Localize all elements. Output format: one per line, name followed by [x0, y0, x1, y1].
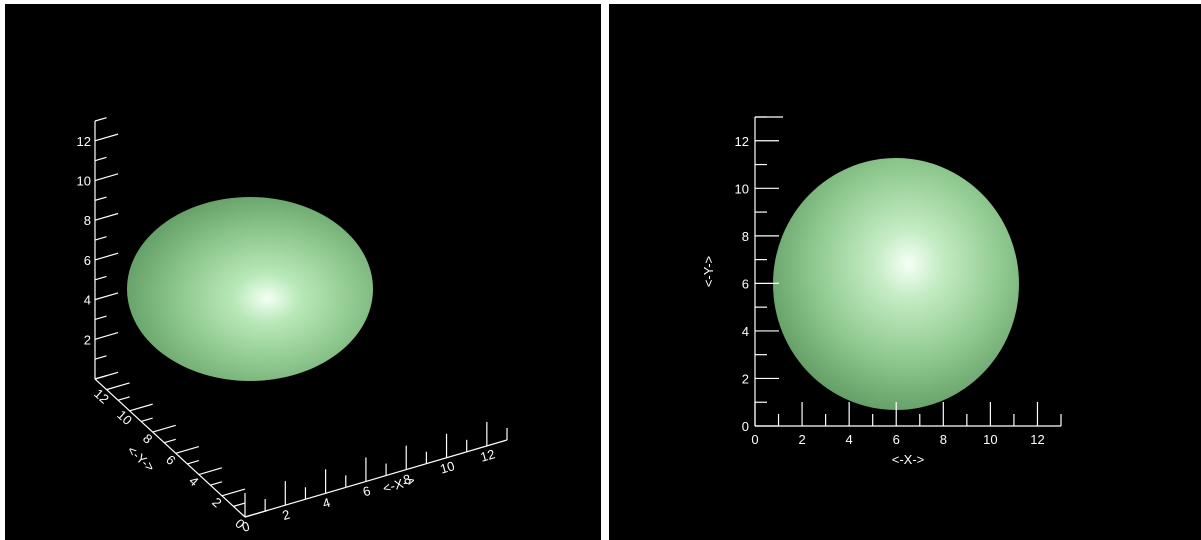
- y-tick-label: 8: [742, 229, 749, 244]
- y-major-tick: [106, 382, 130, 391]
- y-tick-label: 4: [186, 473, 201, 489]
- z-minor-tick: [94, 275, 107, 281]
- y-major-tick: [221, 488, 246, 497]
- z-minor-tick: [94, 117, 107, 122]
- y-tick-label: 2: [742, 371, 749, 386]
- y-minor-tick: [164, 438, 176, 444]
- x-tick-label: 2: [798, 432, 805, 447]
- x-tick-label: 12: [479, 446, 497, 464]
- z-tick-label: 10: [77, 174, 91, 189]
- y-minor-tick: [210, 481, 223, 486]
- top-view-axes: [754, 116, 1062, 427]
- y-minor-tick: [187, 459, 199, 465]
- y-tick-label: 6: [742, 276, 749, 291]
- perspective-view-panel: 2 4 6 8 10 12 0 2 4 6 8 10 12 <-Y-> 0 2 4 6 8 10 12 <-X->: [5, 4, 601, 540]
- z-minor-tick: [94, 355, 107, 360]
- y-tick-label: 10: [735, 181, 749, 196]
- z-major-tick: [94, 292, 119, 301]
- x-tick-label: 12: [1030, 432, 1044, 447]
- ellipsoid-surface: [127, 197, 373, 381]
- z-tick-label: 2: [84, 332, 91, 347]
- y-minor-tick: [233, 502, 246, 507]
- top-view-plot: 0 2 4 6 8 10 12 0 2 4 6 8 10 12 <-X-> <-Y->: [701, 116, 1062, 467]
- y-axis-title: <-Y->: [701, 256, 716, 287]
- x-tick-label: 2: [281, 507, 292, 523]
- x-tick-label: 4: [321, 495, 332, 511]
- perspective-axes: [94, 117, 508, 518]
- z-major-tick: [94, 173, 119, 182]
- x-tick-label: 6: [361, 483, 372, 499]
- x-tick-label: 0: [240, 518, 251, 534]
- y-tick-label: 2: [209, 494, 224, 510]
- z-minor-tick: [94, 315, 107, 321]
- top-view-axis-labels: 0 2 4 6 8 10 12 0 2 4 6 8 10 12: [735, 134, 1045, 447]
- x-tick-label: 10: [983, 432, 997, 447]
- z-minor-tick: [94, 236, 107, 241]
- y-axis-title: <-Y->: [124, 443, 157, 475]
- x-tick-label: 8: [940, 432, 947, 447]
- y-minor-tick: [117, 396, 130, 401]
- z-tick-label: 6: [84, 253, 91, 268]
- x-tick-label: 4: [846, 432, 853, 447]
- z-major-tick: [94, 332, 119, 340]
- x-tick-label: 8: [401, 471, 412, 487]
- y-major-tick: [198, 467, 223, 476]
- x-tick-label: 10: [438, 458, 456, 476]
- y-tick-label: 0: [742, 419, 749, 434]
- y-major-tick: [129, 403, 153, 412]
- x-tick-label: 0: [751, 432, 758, 447]
- y-major-tick: [175, 446, 199, 454]
- z-major-tick: [94, 252, 119, 261]
- z-tick-label: 12: [77, 134, 91, 149]
- y-minor-tick: [140, 417, 153, 423]
- z-tick-label: 8: [84, 213, 91, 228]
- y-major-tick: [152, 424, 176, 433]
- z-minor-tick: [94, 156, 107, 162]
- sphere-surface: [773, 158, 1019, 410]
- y-tick-label: 6: [163, 452, 178, 468]
- x-tick-label: 6: [893, 432, 900, 447]
- top-view-panel: 0 2 4 6 8 10 12 0 2 4 6 8 10 12 <-X-> <-Y->: [609, 4, 1201, 540]
- z-major-tick: [94, 133, 119, 142]
- z-tick-label: 4: [84, 293, 91, 308]
- y-tick-label: 4: [742, 324, 749, 339]
- x-axis-line: [244, 439, 508, 518]
- y-tick-label: 8: [140, 431, 155, 447]
- y-minor-tick: [94, 375, 107, 380]
- z-major-tick: [94, 212, 119, 221]
- y-tick-label: 12: [735, 134, 749, 149]
- y-axis-line: [94, 378, 246, 518]
- z-minor-tick: [94, 196, 107, 201]
- x-axis-title: <-X->: [892, 452, 925, 467]
